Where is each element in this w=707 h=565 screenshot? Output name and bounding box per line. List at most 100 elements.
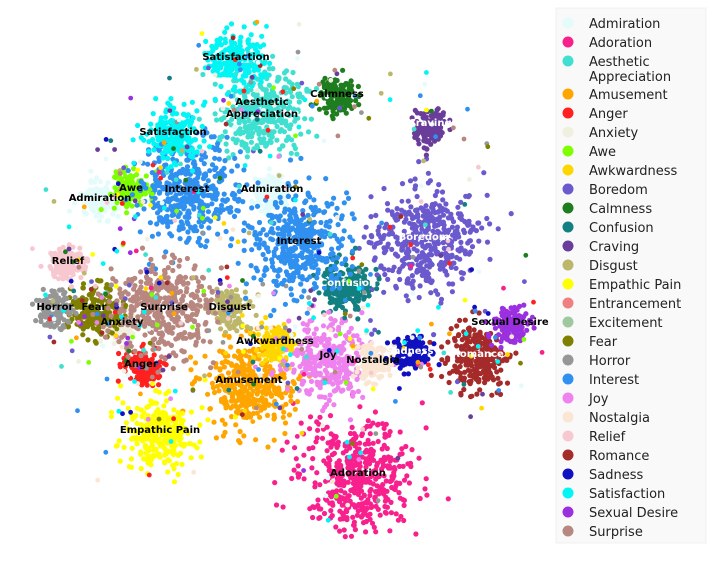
- point-boredom: [430, 206, 436, 212]
- point-interest: [288, 219, 294, 225]
- point-interest: [149, 233, 155, 239]
- point-boredom: [443, 201, 449, 207]
- point-joy: [313, 326, 319, 332]
- point-interest: [241, 167, 247, 173]
- point-aesthetic-appreciation: [274, 123, 280, 130]
- point-admiration: [90, 194, 96, 200]
- point-aesthetic-appreciation: [233, 130, 239, 137]
- point-interest: [263, 256, 269, 262]
- point-adoration: [341, 482, 347, 489]
- point-disgust: [233, 287, 239, 293]
- point-interest: [316, 256, 322, 262]
- point-empathic-pain: [170, 462, 176, 468]
- point-empathic-pain: [117, 458, 123, 464]
- point-adoration: [317, 414, 323, 420]
- point-aesthetic-appreciation: [295, 91, 301, 97]
- point-interest: [180, 225, 186, 231]
- point-aesthetic-appreciation: [264, 141, 270, 147]
- point-anger: [145, 376, 151, 382]
- point-interest: [349, 211, 355, 217]
- point-aesthetic-appreciation: [314, 133, 320, 139]
- point-amusement: [265, 444, 271, 450]
- point-adoration: [354, 512, 360, 518]
- point-adoration: [389, 477, 395, 484]
- point-boredom: [407, 178, 414, 184]
- point-boredom: [439, 205, 445, 212]
- point-interest: [302, 199, 308, 206]
- point-joy: [291, 369, 297, 375]
- point-empathic-pain: [140, 438, 146, 444]
- point-interest: [222, 158, 228, 164]
- point-adoration: [367, 423, 373, 429]
- point-admiration: [79, 195, 85, 201]
- point-adoration: [319, 435, 326, 441]
- point-adoration: [383, 434, 389, 440]
- point-interest: [349, 248, 356, 254]
- point-interest: [155, 231, 161, 237]
- point-adoration: [367, 492, 373, 499]
- point-awe: [129, 203, 135, 209]
- point-empathic-pain: [171, 407, 177, 413]
- point-interest: [335, 222, 341, 228]
- point-empathic-pain: [165, 469, 171, 475]
- point-interest: [298, 155, 304, 161]
- point-amusement: [264, 386, 270, 392]
- point-nostalgia: [355, 344, 361, 350]
- point-boredom: [433, 288, 439, 294]
- point-awe: [111, 205, 117, 211]
- point-aesthetic-appreciation: [287, 89, 294, 95]
- point-adoration: [388, 510, 394, 516]
- point-adoration: [315, 502, 321, 509]
- point-fear: [80, 281, 87, 287]
- point-adoration: [358, 506, 365, 513]
- point-amusement: [192, 360, 199, 366]
- point-empathic-pain: [118, 383, 124, 389]
- point-boredom: [385, 241, 391, 247]
- point-amusement: [202, 353, 208, 359]
- cluster-points-craving-0: [409, 106, 453, 158]
- point-boredom: [416, 294, 422, 301]
- point-adoration: [312, 484, 318, 490]
- point-adoration: [369, 473, 375, 479]
- point-interest: [293, 262, 299, 268]
- point-amusement: [236, 438, 242, 444]
- point-admiration: [260, 186, 266, 193]
- point-adoration: [272, 480, 278, 486]
- point-disgust: [242, 289, 248, 295]
- point-interest: [276, 217, 282, 224]
- point-admiration: [272, 193, 278, 200]
- point-empathic-pain: [133, 437, 140, 443]
- point-aesthetic-appreciation: [257, 136, 263, 142]
- point-interest: [152, 187, 158, 193]
- point-aesthetic-appreciation: [305, 129, 312, 135]
- point-interest: [163, 249, 169, 255]
- point-interest: [258, 277, 264, 283]
- point-interest: [329, 246, 335, 252]
- point-adoration: [310, 504, 316, 510]
- point-awkwardness: [265, 350, 271, 356]
- point-adoration: [373, 467, 379, 473]
- point-joy: [304, 322, 310, 328]
- point-adoration: [387, 528, 393, 534]
- point-adoration: [321, 510, 328, 517]
- point-interest: [228, 209, 234, 215]
- point-boredom: [397, 266, 403, 272]
- point-joy: [286, 318, 292, 324]
- point-interest: [304, 277, 310, 283]
- point-admiration: [71, 200, 78, 206]
- point-admiration: [96, 218, 103, 224]
- point-adoration: [413, 531, 419, 537]
- point-boredom: [469, 244, 476, 250]
- point-aesthetic-appreciation: [222, 129, 228, 135]
- point-aesthetic-appreciation: [294, 151, 300, 157]
- point-empathic-pain: [205, 417, 211, 423]
- point-interest: [177, 236, 183, 242]
- point-interest: [257, 230, 263, 236]
- point-adoration: [384, 504, 390, 510]
- point-admiration: [249, 198, 255, 204]
- point-boredom: [462, 248, 468, 254]
- point-adoration: [359, 454, 365, 460]
- point-confusion: [355, 316, 361, 322]
- point-aesthetic-appreciation: [281, 70, 288, 76]
